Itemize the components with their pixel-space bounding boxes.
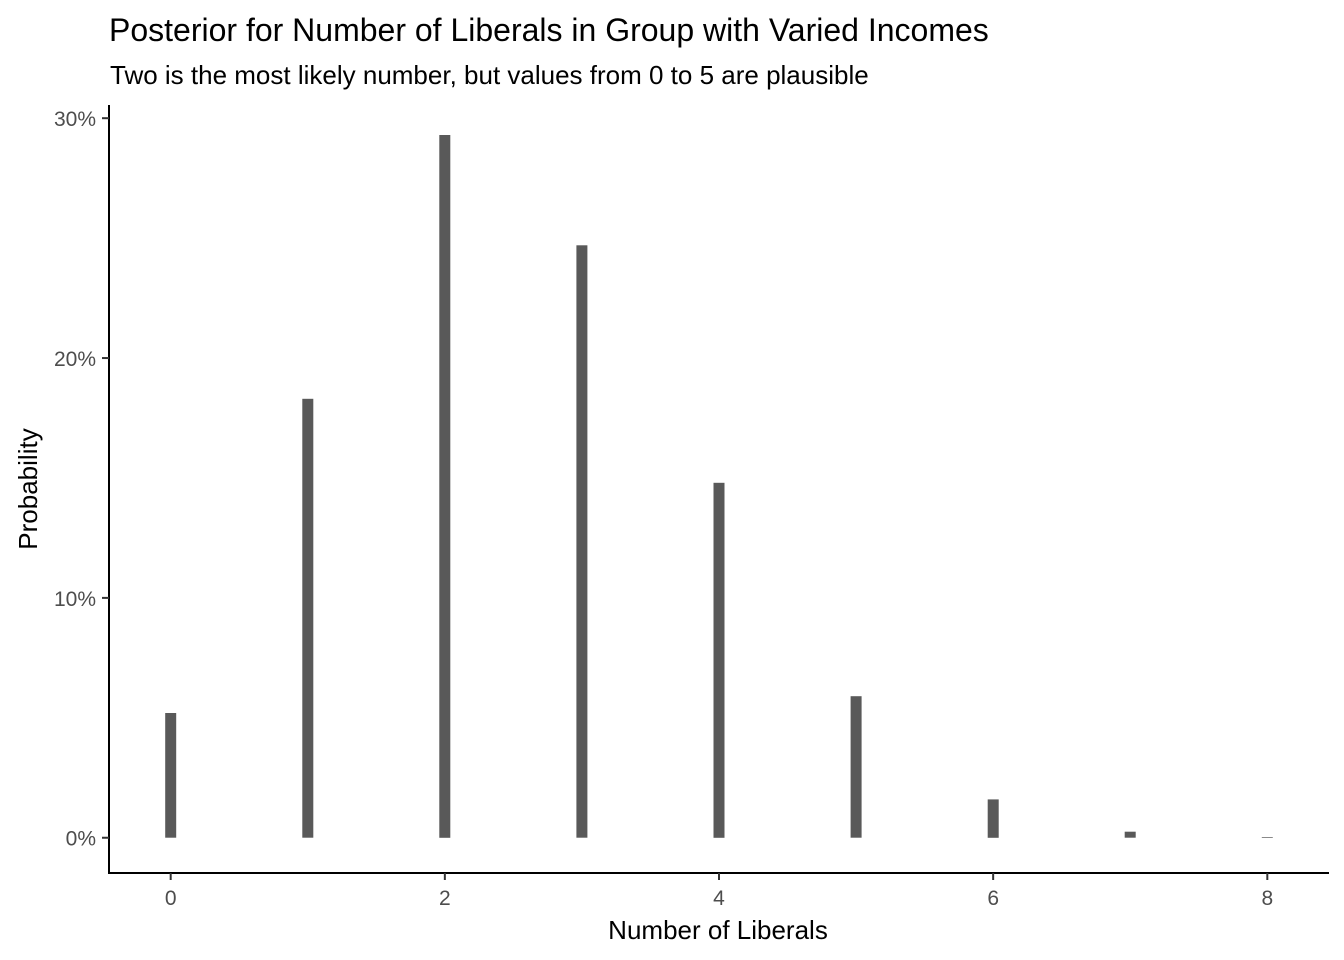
bar-2 <box>439 135 451 838</box>
y-axis-ticks: 0% 10% 20% 30% <box>54 108 109 851</box>
bar-1 <box>302 398 314 838</box>
x-axis-ticks: 0 2 4 6 8 <box>165 873 1273 910</box>
y-tick-label: 30% <box>54 108 96 131</box>
chart-subtitle: Two is the most likely number, but value… <box>110 60 869 90</box>
x-axis-title: Number of Liberals <box>608 915 828 945</box>
bar-0 <box>165 713 177 838</box>
x-tick-label: 8 <box>1261 887 1273 910</box>
x-tick-label: 4 <box>713 887 725 910</box>
bar-8 <box>1261 837 1273 838</box>
bar-4 <box>713 482 725 838</box>
y-tick-label: 0% <box>66 828 96 851</box>
x-tick-label: 6 <box>987 887 999 910</box>
y-tick-label: 20% <box>54 348 96 371</box>
y-tick-label: 10% <box>54 588 96 611</box>
chart-title: Posterior for Number of Liberals in Grou… <box>109 12 989 48</box>
bar-group <box>165 135 1273 838</box>
bar-5 <box>850 696 862 838</box>
y-axis-title: Probability <box>13 428 43 549</box>
x-tick-label: 2 <box>439 887 451 910</box>
bar-7 <box>1124 831 1136 838</box>
bar-3 <box>576 245 588 838</box>
bar-6 <box>987 799 999 838</box>
x-tick-label: 0 <box>165 887 177 910</box>
